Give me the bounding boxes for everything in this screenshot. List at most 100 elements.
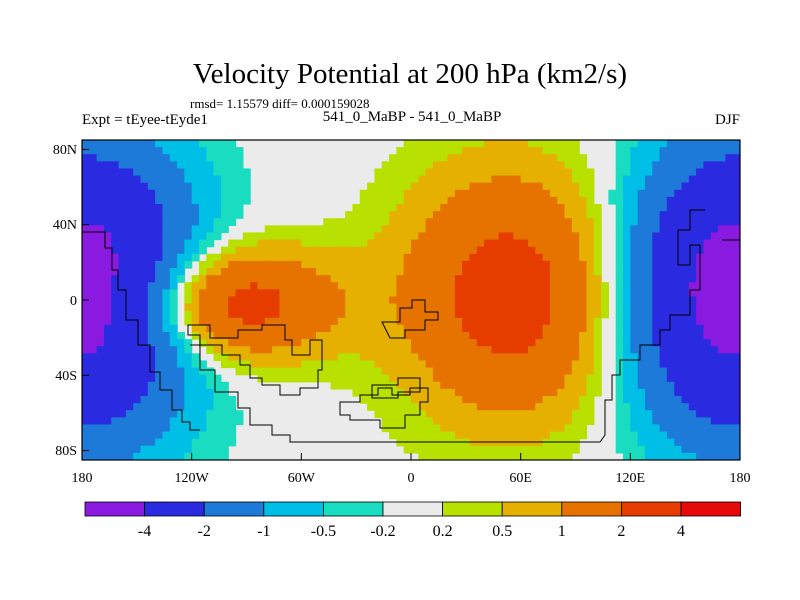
field-cell [652, 310, 661, 319]
field-cell [491, 182, 500, 191]
field-cell [425, 182, 434, 191]
field-cell [352, 232, 361, 241]
field-cell [440, 225, 449, 234]
field-cell [432, 431, 441, 440]
field-cell [425, 367, 434, 376]
field-cell [147, 289, 156, 298]
field-cell [623, 445, 631, 454]
field-cell [191, 317, 200, 326]
field-cell [155, 445, 164, 454]
field-cell [103, 218, 112, 226]
field-cell [637, 147, 646, 155]
field-cell [652, 268, 661, 276]
field-cell [103, 196, 112, 205]
field-cell [228, 438, 237, 447]
field-cell [315, 282, 324, 290]
field-cell [666, 140, 675, 148]
field-cell [330, 360, 339, 369]
field-cell [308, 225, 317, 234]
field-cell [279, 353, 288, 362]
field-cell [696, 367, 705, 376]
field-cell [579, 324, 588, 333]
field-cell [242, 367, 251, 376]
field-cell [615, 268, 624, 276]
field-cell [389, 218, 397, 226]
field-cell [235, 346, 244, 354]
field-cell [330, 239, 339, 248]
field-cell [213, 275, 222, 283]
field-cell [272, 296, 280, 305]
field-cell [469, 140, 478, 148]
field-cell [155, 360, 164, 369]
field-cell [96, 310, 105, 319]
field-cell [425, 424, 434, 433]
field-cell [425, 296, 434, 305]
field-cell [659, 396, 668, 404]
field-cell [447, 452, 456, 460]
field-cell [381, 218, 390, 226]
field-cell [462, 282, 471, 290]
field-cell [542, 161, 551, 170]
field-cell [623, 140, 631, 148]
field-cell [89, 374, 98, 383]
field-cell [418, 445, 427, 454]
field-cell [623, 410, 631, 418]
field-cell [359, 374, 368, 383]
field-cell [681, 211, 690, 219]
field-cell [666, 367, 675, 376]
field-cell [337, 332, 346, 340]
field-cell [615, 445, 624, 454]
field-cell [294, 296, 302, 305]
field-cell [601, 296, 609, 305]
field-cell [133, 353, 142, 362]
field-cell [432, 211, 441, 219]
field-cell [389, 246, 397, 255]
field-cell [82, 232, 90, 241]
field-cell [140, 374, 149, 383]
field-cell [586, 381, 595, 390]
field-cell [462, 317, 471, 326]
field-cell [520, 289, 529, 298]
field-cell [111, 374, 120, 383]
field-cell [169, 452, 178, 460]
field-cell [228, 289, 237, 298]
field-cell [125, 410, 134, 418]
field-cell [659, 196, 668, 205]
field-cell [162, 324, 171, 333]
field-cell [389, 388, 397, 397]
field-cell [506, 346, 514, 354]
field-cell [454, 374, 463, 383]
field-cell [140, 253, 149, 262]
field-cell [659, 296, 668, 305]
field-cell [637, 175, 646, 184]
field-cell [111, 403, 120, 411]
field-cell [308, 332, 317, 340]
field-cell [374, 396, 383, 404]
field-cell [381, 253, 390, 262]
field-cell [425, 161, 434, 170]
field-cell [169, 225, 178, 234]
field-cell [389, 410, 397, 418]
field-cell [637, 168, 646, 177]
field-cell [703, 282, 712, 290]
field-cell [601, 310, 609, 319]
field-cell [118, 403, 127, 411]
field-cell [264, 246, 273, 255]
field-cell [147, 339, 156, 347]
field-cell [630, 211, 639, 219]
field-cell [549, 289, 558, 298]
field-cell [184, 410, 193, 418]
field-cell [703, 218, 712, 226]
field-cell [608, 196, 617, 205]
field-cell [286, 374, 295, 383]
field-cell [498, 147, 507, 155]
field-cell [315, 353, 324, 362]
field-cell [133, 317, 142, 326]
field-cell [184, 296, 193, 305]
field-cell [520, 175, 529, 184]
field-cell [725, 310, 734, 319]
field-cell [725, 445, 734, 454]
field-cell [644, 417, 653, 426]
field-cell [367, 353, 376, 362]
field-cell [403, 324, 412, 333]
